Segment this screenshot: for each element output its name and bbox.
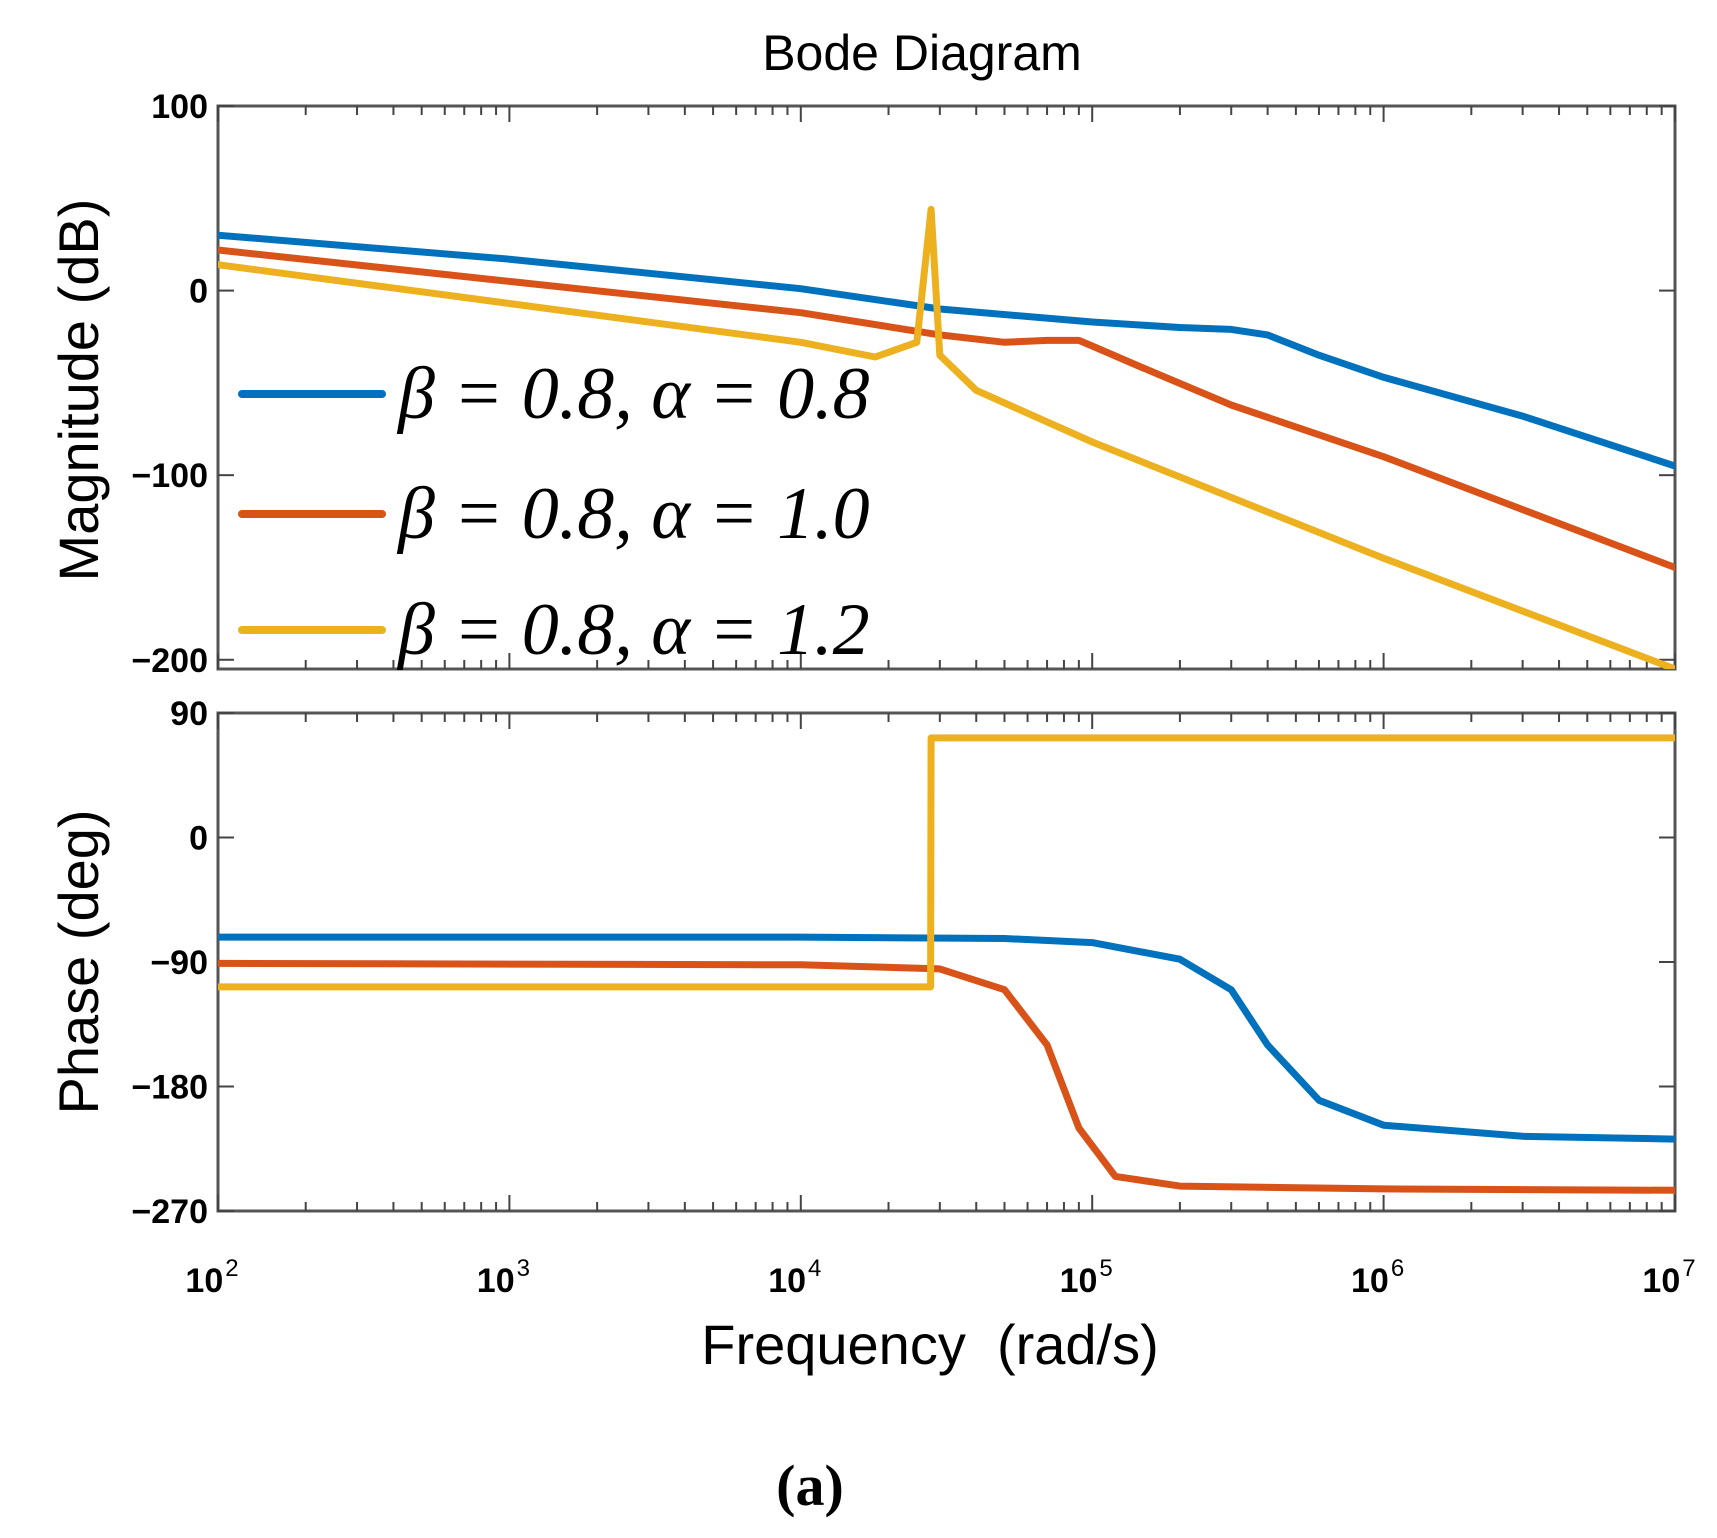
y-tick-label: 0: [189, 820, 208, 858]
legend-label: β = 0.8, α = 1.0: [396, 473, 870, 555]
x-tick-label: 103: [477, 1255, 530, 1300]
magnitude-ytick-labels: 100 0 −100 −200: [131, 88, 208, 680]
chart-title: Bode Diagram: [762, 25, 1082, 81]
series-line-blue-magnitude: [218, 231, 1675, 470]
series-line-red-magnitude: [218, 246, 1675, 571]
x-tick-exponent: 5: [1099, 1255, 1112, 1282]
y-tick-label: −180: [131, 1069, 208, 1107]
series-line-blue-phase: [218, 933, 1675, 1143]
x-tick-label: 102: [185, 1255, 238, 1300]
phase-ticks: [217, 712, 1676, 1212]
magnitude-ticks: [217, 105, 1676, 669]
legend: β = 0.8, α = 0.8 β = 0.8, α = 1.0 β = 0.8,…: [238, 353, 870, 671]
x-tick-label: 107: [1642, 1255, 1695, 1300]
series-line-red-phase: [218, 959, 1675, 1194]
x-tick-exponent: 6: [1391, 1255, 1404, 1282]
x-tick-exponent: 4: [808, 1255, 821, 1282]
magnitude-ylabel: Magnitude (dB): [47, 199, 110, 582]
x-tick-labels: 102 103 104 105 106 107: [185, 1255, 1695, 1300]
figure-caption: (a): [776, 1453, 844, 1518]
x-tick-exponent: 3: [517, 1255, 530, 1282]
magnitude-plot: 100 0 −100 −200 Magnitude (dB): [47, 88, 1677, 680]
phase-lines: [218, 734, 1675, 1194]
x-axis-label: Frequency (rad/s): [701, 1313, 1159, 1376]
x-tick-exponent: 7: [1682, 1255, 1695, 1282]
magnitude-lines: [218, 205, 1675, 669]
phase-ytick-labels: 90 0 −90 −180 −270: [131, 695, 208, 1231]
legend-label: β = 0.8, α = 0.8: [396, 353, 870, 435]
y-tick-label: −90: [150, 944, 208, 982]
magnitude-plot-frame: [216, 104, 1677, 671]
y-tick-label: −200: [131, 642, 208, 680]
y-tick-label: −270: [131, 1193, 208, 1231]
y-tick-label: 0: [189, 273, 208, 311]
y-tick-label: 100: [151, 88, 208, 126]
phase-plot: 90 0 −90 −180 −270 Phase (deg): [47, 695, 1677, 1231]
series-line-yellow-phase: [218, 734, 1675, 991]
x-tick-label: 105: [1060, 1255, 1113, 1300]
y-tick-label: 90: [170, 695, 208, 733]
x-tick-label: 106: [1351, 1255, 1404, 1300]
x-tick-exponent: 2: [225, 1255, 238, 1282]
y-tick-label: −100: [131, 457, 208, 495]
legend-label: β = 0.8, α = 1.2: [396, 589, 870, 671]
series-line-yellow-magnitude: [218, 205, 1675, 669]
phase-ylabel: Phase (deg): [47, 809, 110, 1114]
x-tick-label: 104: [768, 1255, 821, 1300]
